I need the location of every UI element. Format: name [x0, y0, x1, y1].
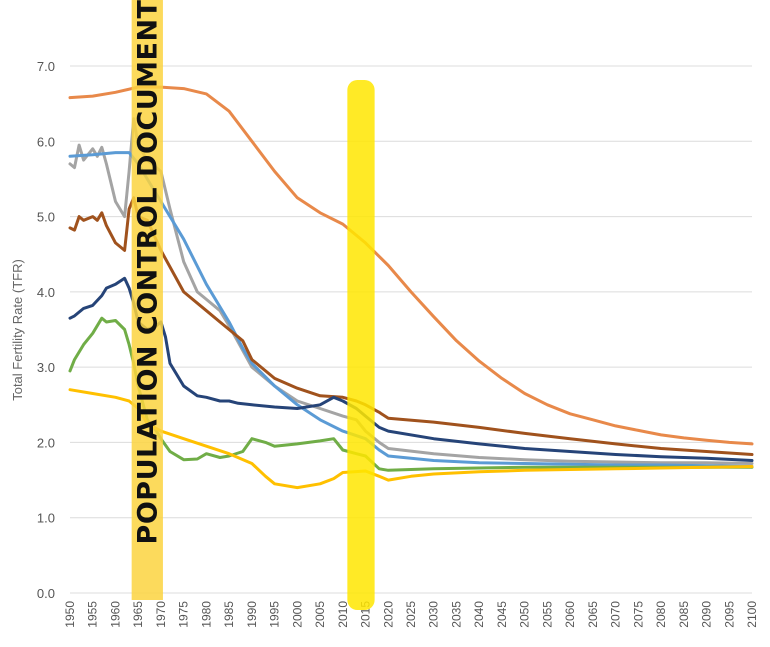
- x-tick-label: 2050: [518, 601, 532, 628]
- x-tick-label: 2085: [677, 601, 691, 628]
- x-tick-label: 2090: [700, 601, 714, 628]
- annotation-highlight-band: [131, 0, 163, 600]
- x-tick-label: 2000: [290, 601, 304, 628]
- y-axis-ticks: 0.0 1.0 2.0 3.0 4.0 5.0 6.0 7.0: [37, 59, 55, 601]
- x-tick-label: 1985: [222, 601, 236, 628]
- x-tick-label: 1970: [154, 601, 168, 628]
- x-tick-label: 2030: [427, 601, 441, 628]
- x-tick-label: 2045: [495, 601, 509, 628]
- x-tick-label: 2080: [654, 601, 668, 628]
- y-tick-label: 2.0: [37, 435, 55, 450]
- x-tick-label: 2100: [745, 601, 759, 628]
- series-line-6: [68, 316, 754, 472]
- x-tick-label: 2070: [609, 601, 623, 628]
- y-tick-label: 0.0: [37, 586, 55, 601]
- annotation-text: POPULATION CONTROL DOCUMENT: [132, 0, 163, 544]
- series-line-2: [68, 117, 754, 465]
- x-tick-label: 1960: [108, 601, 122, 628]
- x-tick-label: 2025: [404, 601, 418, 628]
- x-tick-label: 2020: [381, 601, 395, 628]
- series-lines: [68, 85, 754, 490]
- highlight-band-2015: [347, 80, 375, 610]
- y-tick-label: 4.0: [37, 285, 55, 300]
- y-tick-label: 7.0: [37, 59, 55, 74]
- x-tick-label: 2060: [563, 601, 577, 628]
- series-line-4: [68, 196, 754, 456]
- x-tick-label: 1955: [86, 601, 100, 628]
- x-tick-label: 2065: [586, 601, 600, 628]
- x-tick-label: 2010: [336, 601, 350, 628]
- series-line-1: [68, 85, 754, 446]
- x-tick-label: 2095: [722, 601, 736, 628]
- x-tick-label: 2005: [313, 601, 327, 628]
- highlight-layer: POPULATION CONTROL DOCUMENT: [131, 0, 375, 610]
- x-tick-label: 2040: [472, 601, 486, 628]
- x-tick-label: 2035: [449, 601, 463, 628]
- x-tick-label: 1950: [63, 601, 77, 628]
- x-tick-label: 1980: [199, 601, 213, 628]
- x-tick-label: 2055: [540, 601, 554, 628]
- y-tick-label: 6.0: [37, 134, 55, 149]
- x-tick-label: 1990: [245, 601, 259, 628]
- x-axis-ticks: 1950 1955 1960 1965 1970 1975 1980 1985 1990 1995…: [63, 601, 759, 628]
- x-tick-label: 1975: [177, 601, 191, 628]
- x-tick-label: 2075: [631, 601, 645, 628]
- series-line-5: [68, 276, 754, 462]
- y-tick-label: 5.0: [37, 210, 55, 225]
- x-tick-label: 1965: [131, 601, 145, 628]
- grid-lines: [70, 65, 752, 594]
- y-tick-label: 1.0: [37, 511, 55, 526]
- y-tick-label: 3.0: [37, 360, 55, 375]
- series-line-7: [68, 388, 754, 490]
- x-tick-label: 1995: [268, 601, 282, 628]
- y-axis-label: Total Fertility Rate (TFR): [10, 259, 25, 401]
